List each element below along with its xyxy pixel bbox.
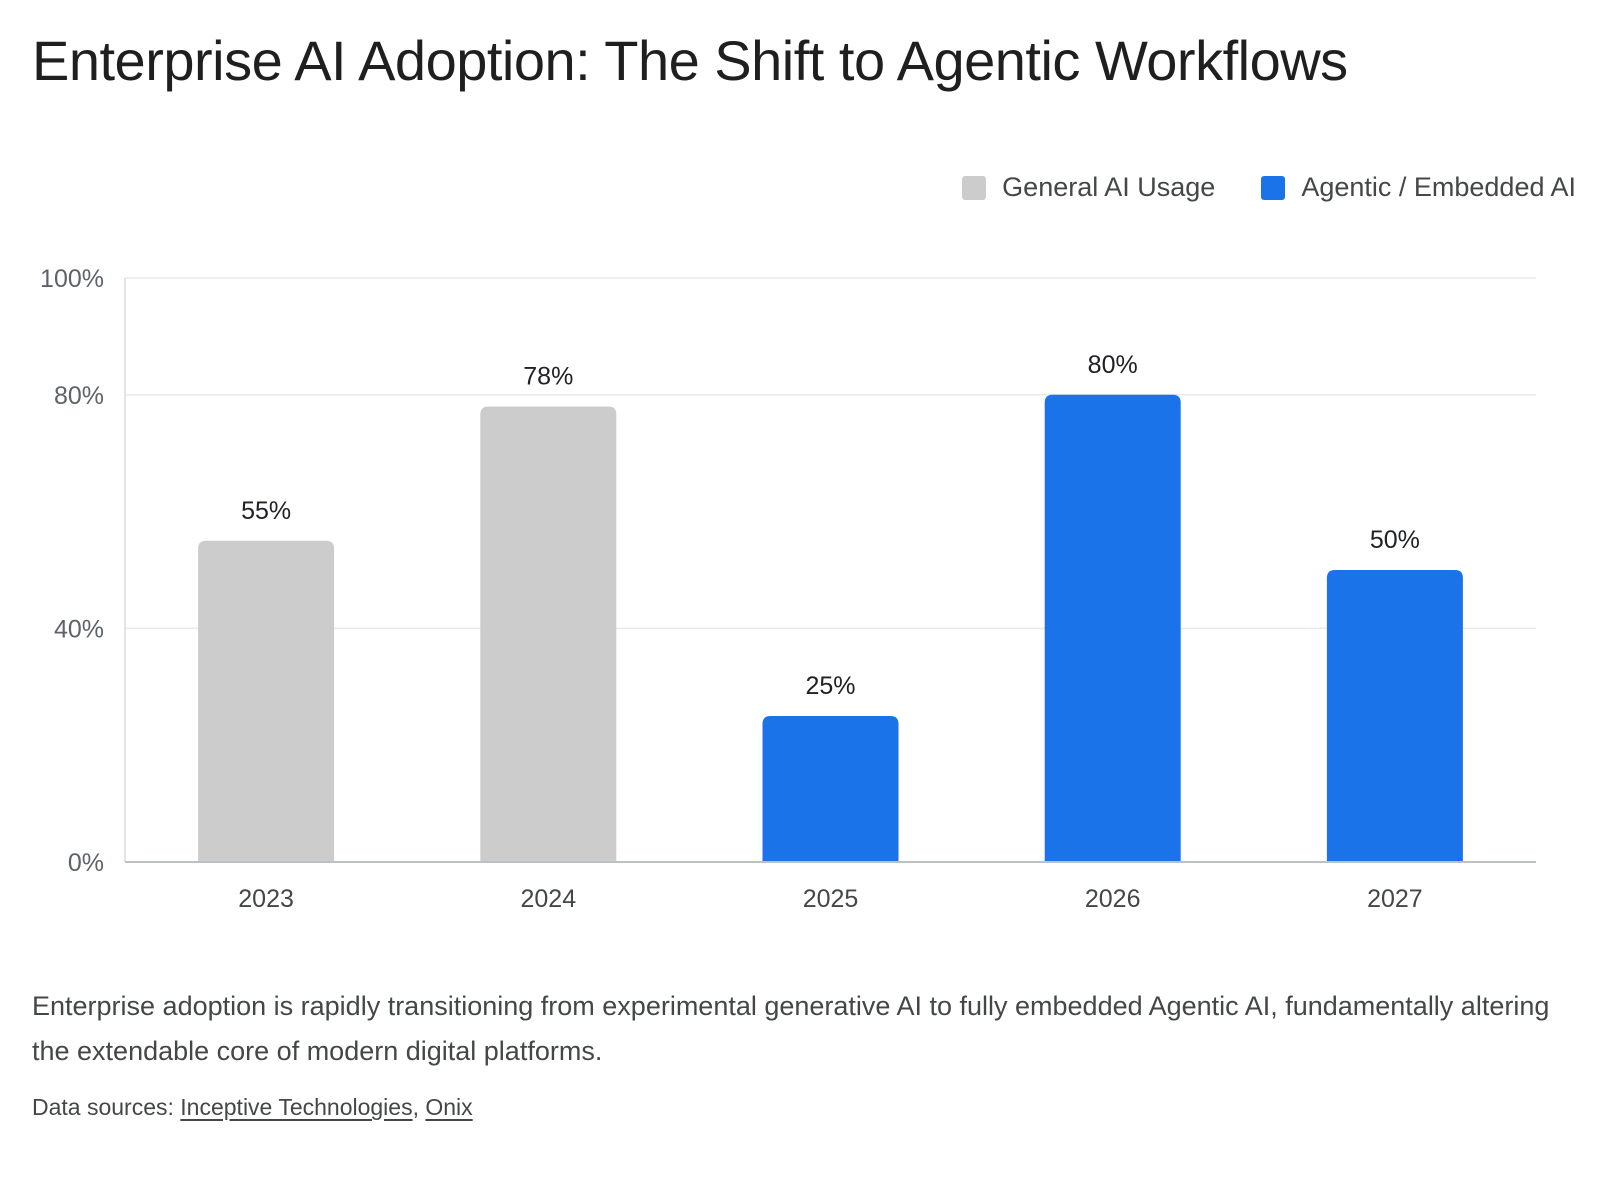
chart-title: Enterprise AI Adoption: The Shift to Age…: [32, 29, 1348, 92]
y-tick-label: 80%: [54, 382, 104, 410]
bar-chart: 0% 40% 80% 100% 55% 2023 78% 2024 25% 2025 80% 2026…: [40, 265, 1536, 913]
legend-item-agentic-ai: Agentic / Embedded AI: [1261, 172, 1576, 203]
x-tick-label: 2025: [803, 885, 859, 913]
bar: [480, 406, 617, 862]
x-tick-label: 2027: [1367, 885, 1423, 913]
x-tick-label: 2023: [238, 885, 294, 913]
chart-caption: Enterprise adoption is rapidly transitio…: [32, 991, 1550, 1066]
data-label: 50%: [1370, 526, 1420, 554]
bar: [1326, 570, 1463, 862]
data-label: 25%: [805, 672, 855, 700]
legend: General AI Usage Agentic / Embedded AI: [962, 172, 1576, 203]
y-tick-label: 0%: [68, 849, 104, 877]
x-tick-label: 2024: [520, 885, 576, 913]
legend-swatch-agentic-ai: [1261, 175, 1286, 200]
bar: [762, 716, 899, 862]
x-tick-label: 2026: [1085, 885, 1141, 913]
data-label: 55%: [241, 497, 291, 525]
data-label: 78%: [523, 362, 573, 390]
bar: [198, 540, 335, 862]
sources-prefix: Data sources:: [32, 1094, 181, 1120]
source-link-onix[interactable]: Onix: [425, 1094, 473, 1120]
source-link-inceptive[interactable]: Inceptive Technologies: [180, 1094, 413, 1120]
y-tick-label: 40%: [54, 615, 104, 643]
legend-label-general-ai: General AI Usage: [1002, 172, 1216, 202]
legend-swatch-general-ai: [962, 175, 987, 200]
legend-item-general-ai: General AI Usage: [962, 172, 1215, 203]
legend-label-agentic-ai: Agentic / Embedded AI: [1301, 172, 1576, 202]
sources-separator: ,: [412, 1094, 426, 1120]
y-tick-label: 100%: [40, 265, 104, 293]
data-sources: Data sources: Inceptive Technologies, On…: [32, 1094, 473, 1121]
data-label: 80%: [1088, 351, 1138, 379]
bar: [1044, 394, 1181, 862]
